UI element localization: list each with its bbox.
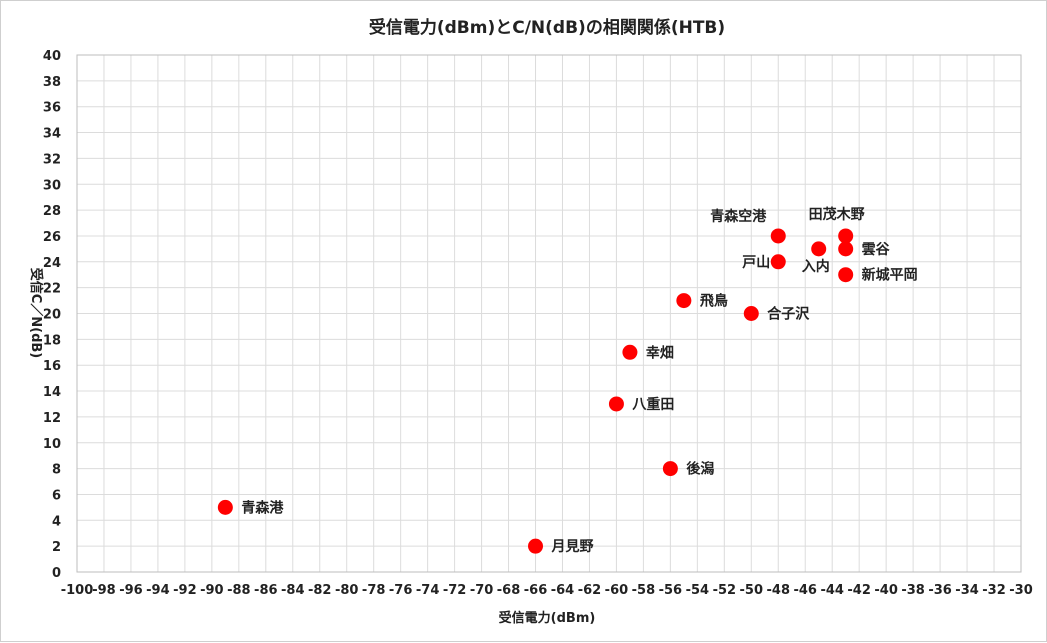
- x-tick-label: -46: [793, 583, 817, 598]
- x-axis-ticks: -100-98 -96 -94 -92 -90 -88 -86 -84 -82 -80 -78 -76…: [61, 583, 1033, 598]
- data-point: [676, 293, 692, 309]
- data-point: [528, 538, 544, 554]
- data-point: [608, 396, 624, 412]
- data-point: [217, 499, 233, 515]
- y-tick-label: 6: [52, 488, 61, 503]
- y-tick-label: 40: [43, 49, 61, 64]
- x-tick-label: -60: [605, 583, 629, 598]
- data-point: [838, 228, 854, 244]
- x-tick-label: -48: [767, 583, 791, 598]
- x-tick-label: -72: [443, 583, 467, 598]
- grid-lines: [76, 54, 1022, 573]
- y-tick-label: 32: [43, 152, 61, 167]
- x-tick-label: -80: [335, 583, 359, 598]
- y-tick-label: 28: [43, 204, 61, 219]
- data-label: 月見野: [551, 539, 594, 555]
- y-tick-label: 34: [43, 127, 61, 142]
- y-tick-label: 4: [52, 514, 61, 529]
- x-tick-label: -70: [470, 583, 494, 598]
- data-label: 戸山: [742, 255, 770, 271]
- x-tick-label: -38: [901, 583, 925, 598]
- data-point: [838, 267, 854, 283]
- x-tick-label: -44: [820, 583, 844, 598]
- data-label: 合子沢: [767, 306, 810, 323]
- y-tick-label: 38: [43, 75, 61, 90]
- x-tick-label: -30: [1009, 583, 1033, 598]
- x-tick-label: -96: [119, 583, 143, 598]
- data-label: 青森港: [241, 499, 284, 516]
- y-tick-label: 30: [43, 178, 61, 193]
- y-tick-label: 10: [43, 437, 61, 452]
- data-point: [770, 254, 786, 270]
- y-tick-label: 36: [43, 101, 61, 116]
- data-label: 田茂木野: [809, 206, 865, 223]
- data-label: 後潟: [686, 461, 714, 478]
- x-tick-label: -42: [847, 583, 871, 598]
- data-label: 幸畑: [646, 344, 674, 361]
- data-label: 青森空港: [710, 208, 767, 225]
- x-axis-label: 受信電力(dBm): [499, 610, 596, 626]
- y-tick-label: 16: [43, 359, 61, 374]
- x-tick-label: -32: [982, 583, 1006, 598]
- y-tick-label: 0: [52, 566, 61, 581]
- x-tick-label: -54: [686, 583, 710, 598]
- x-tick-label: -84: [281, 583, 305, 598]
- x-tick-label: -40: [874, 583, 898, 598]
- x-tick-label: -52: [713, 583, 737, 598]
- y-tick-label: 8: [52, 463, 61, 478]
- x-tick-label: -64: [551, 583, 575, 598]
- data-point: [662, 461, 678, 477]
- y-tick-label: 14: [43, 385, 61, 400]
- data-label: 飛鳥: [699, 293, 728, 310]
- plot-area: [76, 54, 1022, 573]
- x-tick-label: -94: [146, 583, 170, 598]
- x-tick-label: -50: [740, 583, 764, 598]
- data-point: [743, 306, 759, 321]
- x-tick-label: -58: [632, 583, 656, 598]
- x-tick-label: -100: [61, 583, 94, 598]
- y-tick-label: 20: [43, 308, 61, 323]
- data-point: [811, 241, 827, 257]
- data-point: [770, 228, 786, 244]
- data-label: 雲谷: [862, 241, 891, 258]
- x-tick-label: -90: [200, 583, 224, 598]
- data-point: [838, 241, 854, 257]
- data-label: 新城平岡: [862, 267, 918, 284]
- x-tick-label: -62: [578, 583, 602, 598]
- y-tick-label: 26: [43, 230, 61, 245]
- data-label: 八重田: [631, 396, 674, 413]
- y-tick-label: 2: [52, 540, 61, 555]
- y-axis-label: 受信C／N(dB): [28, 268, 44, 359]
- chart-title: 受信電力(dBm)とC/N(dB)の相関関係(HTB): [369, 17, 725, 38]
- y-tick-label: 18: [43, 333, 61, 348]
- x-tick-label: -82: [308, 583, 332, 598]
- data-point: [622, 344, 638, 360]
- x-tick-label: -98: [92, 583, 116, 598]
- x-tick-label: -74: [416, 583, 440, 598]
- x-tick-label: -86: [254, 583, 278, 598]
- x-tick-label: -56: [659, 583, 683, 598]
- x-tick-label: -92: [173, 583, 197, 598]
- x-tick-label: -78: [362, 583, 386, 598]
- data-label: 入内: [802, 258, 830, 275]
- x-tick-label: -76: [389, 583, 413, 598]
- y-tick-label: 22: [43, 282, 61, 297]
- y-tick-label: 12: [43, 411, 61, 426]
- x-tick-label: -34: [955, 583, 979, 598]
- x-tick-label: -68: [497, 583, 521, 598]
- x-tick-label: -36: [928, 583, 952, 598]
- x-tick-label: -66: [524, 583, 548, 598]
- y-tick-label: 24: [43, 256, 61, 271]
- x-tick-label: -88: [227, 583, 251, 598]
